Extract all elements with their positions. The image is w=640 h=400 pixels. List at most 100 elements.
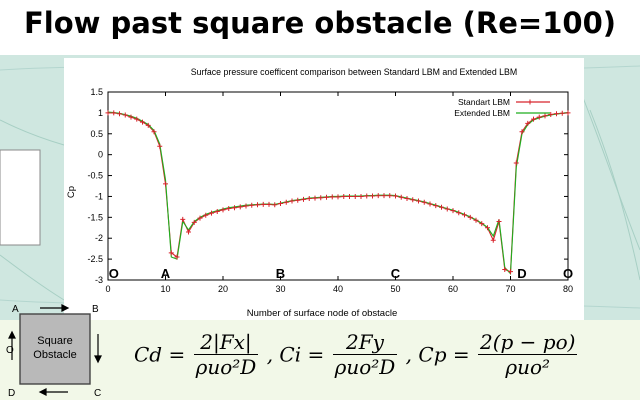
data-point-standard [214,208,220,214]
legend-label: Extended LBM [454,108,510,118]
coefficient-formulas: Cd = 2|Fx| ρuo²D , Ci = 2Fy ρuo²D , Cp =… [134,330,579,379]
x-tick-label: 60 [448,284,458,294]
data-point-standard [174,254,180,260]
data-point-standard [536,114,542,120]
x-tick-label: 30 [275,284,285,294]
x-tick-label: 0 [105,284,110,294]
chart-title: Surface pressure coefficent comparison b… [191,67,518,77]
data-point-standard [105,110,111,116]
ci-lhs: , Ci = [266,342,325,367]
data-point-standard [329,194,335,200]
data-point-standard [565,110,571,116]
cp-numerator: 2(p − po) [477,330,578,355]
data-point-standard [502,267,508,273]
data-point-standard [416,198,421,204]
point-label: O [109,266,119,281]
y-tick-label: 0.5 [90,129,103,139]
data-point-standard [410,197,416,203]
data-point-standard [255,202,260,208]
legend-label: Standart LBM [458,97,510,107]
data-point-standard [352,193,358,199]
x-tick-label: 10 [160,284,170,294]
cd-lhs: Cd = [134,342,186,367]
data-point-standard [260,201,266,207]
data-point-standard [249,202,255,208]
data-point-standard [122,112,128,118]
data-point-standard [444,206,450,212]
data-point-standard [163,181,168,187]
corner-d-label: D [8,388,15,399]
data-point-standard [186,229,191,235]
data-point-standard [283,199,289,205]
data-point-standard [456,210,462,216]
data-point-standard [347,193,352,199]
data-point-standard [508,269,513,275]
data-point-standard [266,201,272,207]
point-label: C [391,266,401,281]
cd-denominator: ρuo²D [195,355,257,379]
x-tick-label: 50 [390,284,400,294]
y-tick-label: -3 [95,275,103,285]
data-point-standard [191,219,197,225]
ci-denominator: ρuo²D [334,355,396,379]
data-point-standard [479,221,485,227]
data-point-standard [513,160,519,166]
x-tick-label: 80 [563,284,573,294]
y-tick-label: 1 [98,108,103,118]
data-point-standard [427,201,433,207]
y-tick-label: -1.5 [87,212,103,222]
y-tick-label: 1.5 [90,87,103,97]
data-point-standard [341,193,347,199]
data-point-standard [312,195,318,201]
data-point-standard [542,113,548,119]
x-tick-label: 70 [505,284,515,294]
data-point-standard [559,110,565,116]
data-point-standard [364,193,370,199]
data-point-standard [393,193,398,199]
corner-b-label: B [92,304,99,315]
data-point-standard [301,196,306,202]
data-point-standard [335,194,341,200]
data-point-standard [197,215,203,221]
y-tick-label: 0 [98,150,103,160]
cd-numerator: 2|Fx| [193,330,259,355]
data-point-standard [226,206,232,212]
point-label: B [276,266,285,281]
data-point-standard [467,214,473,220]
data-point-standard [387,193,393,199]
y-tick-label: -1 [95,191,103,201]
ci-numerator: 2Fy [332,330,398,355]
obstacle-schematic: Square Obstacle A B C D O [6,304,102,399]
corner-a-label: A [12,304,19,315]
data-point-standard [237,204,243,210]
pressure-chart: Surface pressure coefficent comparison b… [64,58,584,320]
data-point-standard [295,197,301,203]
data-point-standard [318,195,324,201]
y-axis-label: Cp [66,186,77,198]
data-point-standard [548,112,554,118]
y-tick-label: -2.5 [87,254,103,264]
data-point-standard [450,208,456,214]
cd-fraction: 2|Fx| ρuo²D [193,330,259,379]
square-obstacle [19,313,91,385]
cp-lhs: , Cp = [405,342,470,367]
data-point-standard [490,237,496,243]
data-point-standard [168,250,174,256]
data-point-standard [128,114,134,120]
y-tick-label: -0.5 [87,171,103,181]
flow-direction-arrows [8,304,102,396]
corner-c-label: C [94,388,101,399]
data-point-standard [289,198,295,204]
data-point-standard [554,111,559,117]
data-point-standard [140,119,145,125]
data-point-standard [375,193,381,199]
data-point-standard [272,202,278,208]
schematic-label-line1: Square [37,335,72,347]
corner-o-label: O [6,345,14,356]
data-point-standard [439,204,444,210]
chart-series [105,110,571,276]
data-point-standard [111,110,117,116]
data-point-standard [358,193,364,199]
